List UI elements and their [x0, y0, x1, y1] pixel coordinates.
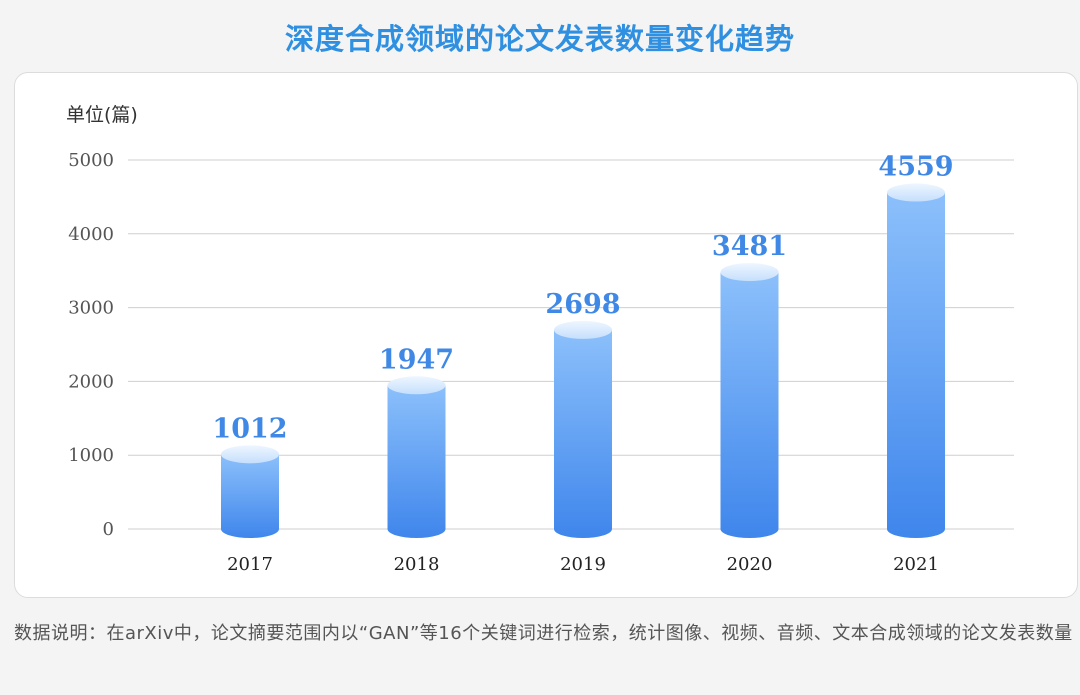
data-label: 3481: [712, 231, 787, 262]
bar-body: [720, 272, 779, 538]
y-axis-label: 单位(篇): [66, 104, 138, 126]
bar-body: [221, 454, 279, 538]
bar-cap: [221, 445, 279, 464]
bar-2021: [887, 183, 945, 538]
x-tick-label: 2018: [394, 554, 440, 575]
data-label: 4559: [878, 152, 953, 183]
y-tick-label: 3000: [68, 298, 114, 319]
data-label: 2698: [545, 289, 620, 320]
bar-cap: [887, 183, 945, 202]
y-tick-label: 4000: [68, 224, 114, 245]
x-axis-ticks: 2017 2018 2019 2020 2021: [227, 554, 939, 575]
x-tick-label: 2020: [727, 554, 773, 575]
bar-body: [554, 329, 612, 538]
y-tick-label: 0: [103, 519, 114, 540]
chart-title: 深度合成领域的论文发表数量变化趋势: [284, 22, 795, 56]
bar-cap: [387, 376, 446, 395]
data-labels: 1012 1947 2698 3481 4559: [212, 152, 953, 445]
bar-body: [387, 385, 446, 538]
data-label: 1947: [379, 344, 454, 375]
x-tick-label: 2021: [893, 554, 939, 575]
bar-2018: [387, 376, 446, 538]
x-tick-label: 2019: [560, 554, 606, 575]
bars: [221, 183, 945, 538]
bar-2017: [221, 445, 279, 538]
bar-cap: [720, 263, 779, 282]
bar-cap: [554, 320, 612, 339]
y-tick-label: 5000: [68, 150, 114, 171]
y-tick-label: 1000: [68, 445, 114, 466]
bar-2020: [720, 263, 779, 538]
y-tick-label: 2000: [68, 371, 114, 392]
x-tick-label: 2017: [227, 554, 273, 575]
data-note: 数据说明：在arXiv中，论文摘要范围内以“GAN”等16个关键词进行检索，统计…: [14, 623, 1073, 644]
bar-body: [887, 192, 945, 538]
bar-2019: [554, 320, 612, 538]
y-axis-ticks: 0 1000 2000 3000 4000 5000: [68, 150, 114, 540]
bar-chart: 单位(篇) 0 1000 2000 3000 4000 5000 2017 2018 2019…: [66, 104, 1014, 575]
data-label: 1012: [212, 413, 287, 444]
